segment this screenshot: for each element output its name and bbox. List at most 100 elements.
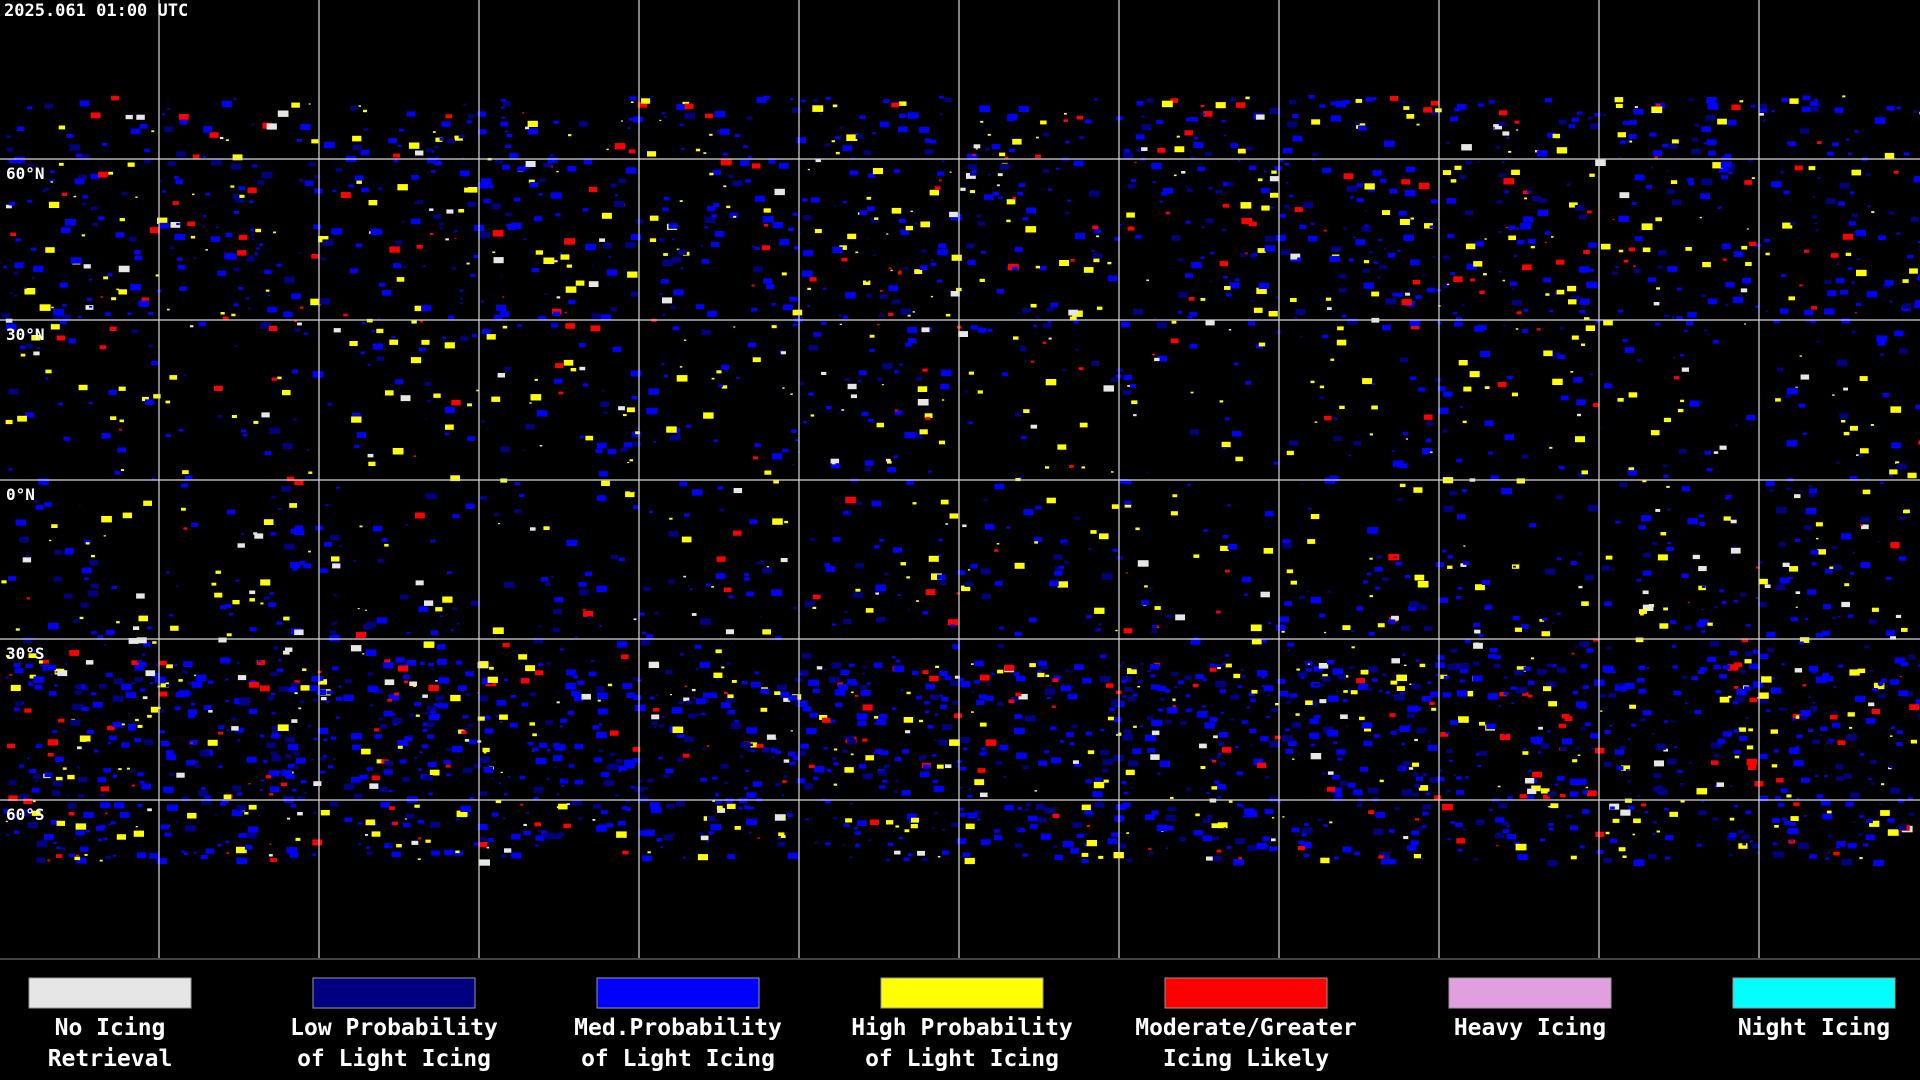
speckle	[1022, 853, 1028, 857]
speckle	[139, 780, 145, 784]
speckle	[1775, 584, 1786, 591]
speckle	[949, 171, 952, 173]
speckle	[1275, 235, 1286, 242]
speckle	[1628, 392, 1638, 398]
speckle	[1241, 720, 1248, 724]
speckle	[894, 370, 899, 373]
speckle	[220, 657, 231, 664]
speckle	[743, 145, 748, 149]
speckle	[128, 236, 137, 242]
speckle	[886, 233, 889, 235]
speckle	[1809, 706, 1818, 711]
speckle	[1854, 312, 1857, 314]
speckle	[883, 99, 890, 104]
speckle	[1803, 525, 1812, 530]
speckle	[13, 707, 20, 711]
speckle	[1655, 509, 1661, 512]
speckle	[1325, 125, 1329, 128]
speckle	[201, 798, 212, 805]
speckle	[1592, 403, 1599, 407]
speckle	[875, 584, 886, 591]
speckle	[1126, 212, 1135, 218]
speckle	[1217, 667, 1221, 670]
speckle	[1447, 663, 1459, 671]
speckle	[249, 627, 257, 632]
speckle	[1340, 714, 1348, 719]
speckle	[756, 97, 767, 103]
speckle	[233, 267, 240, 272]
speckle	[1783, 190, 1790, 195]
speckle	[1150, 754, 1160, 760]
speckle	[80, 154, 90, 160]
speckle	[1561, 738, 1573, 745]
speckle	[1601, 707, 1605, 710]
speckle	[1655, 217, 1662, 222]
speckle	[19, 536, 30, 543]
speckle	[1724, 303, 1729, 306]
speckle	[1727, 835, 1737, 841]
speckle	[649, 215, 659, 221]
speckle	[1174, 146, 1185, 153]
speckle	[1190, 391, 1194, 394]
speckle	[111, 297, 117, 301]
speckle	[844, 611, 848, 614]
speckle	[483, 752, 487, 754]
speckle	[1739, 592, 1747, 597]
speckle	[478, 129, 487, 135]
speckle	[920, 771, 930, 778]
speckle	[888, 312, 894, 317]
speckle	[1733, 729, 1740, 733]
speckle	[1237, 803, 1243, 807]
speckle	[1279, 691, 1289, 697]
speckle	[1575, 436, 1585, 443]
speckle	[593, 757, 603, 763]
speckle	[955, 765, 960, 768]
speckle	[699, 832, 704, 835]
speckle	[1791, 718, 1796, 721]
speckle	[1556, 147, 1568, 154]
speckle	[459, 289, 464, 292]
speckle	[1302, 827, 1313, 834]
speckle	[1402, 654, 1406, 656]
speckle	[173, 176, 179, 179]
speckle	[716, 130, 722, 134]
speckle	[1062, 542, 1068, 546]
speckle	[207, 739, 218, 746]
speckle	[67, 774, 75, 780]
speckle	[1013, 727, 1025, 735]
speckle	[1653, 302, 1660, 306]
speckle	[842, 749, 848, 753]
speckle	[271, 692, 276, 696]
speckle	[64, 593, 73, 599]
speckle	[1741, 245, 1748, 250]
speckle	[1297, 846, 1305, 851]
speckle	[1075, 348, 1079, 351]
speckle	[413, 685, 416, 687]
speckle	[211, 582, 217, 586]
speckle	[147, 808, 152, 812]
speckle	[1771, 687, 1782, 694]
speckle	[105, 855, 112, 860]
speckle	[405, 813, 415, 819]
speckle	[1538, 726, 1543, 730]
speckle	[1795, 715, 1802, 719]
speckle	[710, 241, 720, 247]
speckle	[869, 819, 879, 825]
speckle	[36, 347, 40, 349]
speckle	[1676, 316, 1683, 320]
speckle	[1624, 347, 1635, 353]
speckle	[116, 288, 119, 291]
speckle	[1574, 205, 1585, 211]
speckle	[309, 685, 320, 691]
speckle	[1122, 695, 1126, 698]
speckle	[633, 505, 640, 510]
speckle	[1667, 714, 1670, 716]
speckle	[1741, 834, 1750, 840]
speckle	[1866, 291, 1878, 298]
speckle	[938, 243, 947, 249]
speckle	[1656, 287, 1660, 290]
speckle	[1331, 246, 1342, 253]
speckle	[225, 678, 229, 681]
speckle	[538, 625, 542, 628]
speckle	[270, 858, 277, 863]
